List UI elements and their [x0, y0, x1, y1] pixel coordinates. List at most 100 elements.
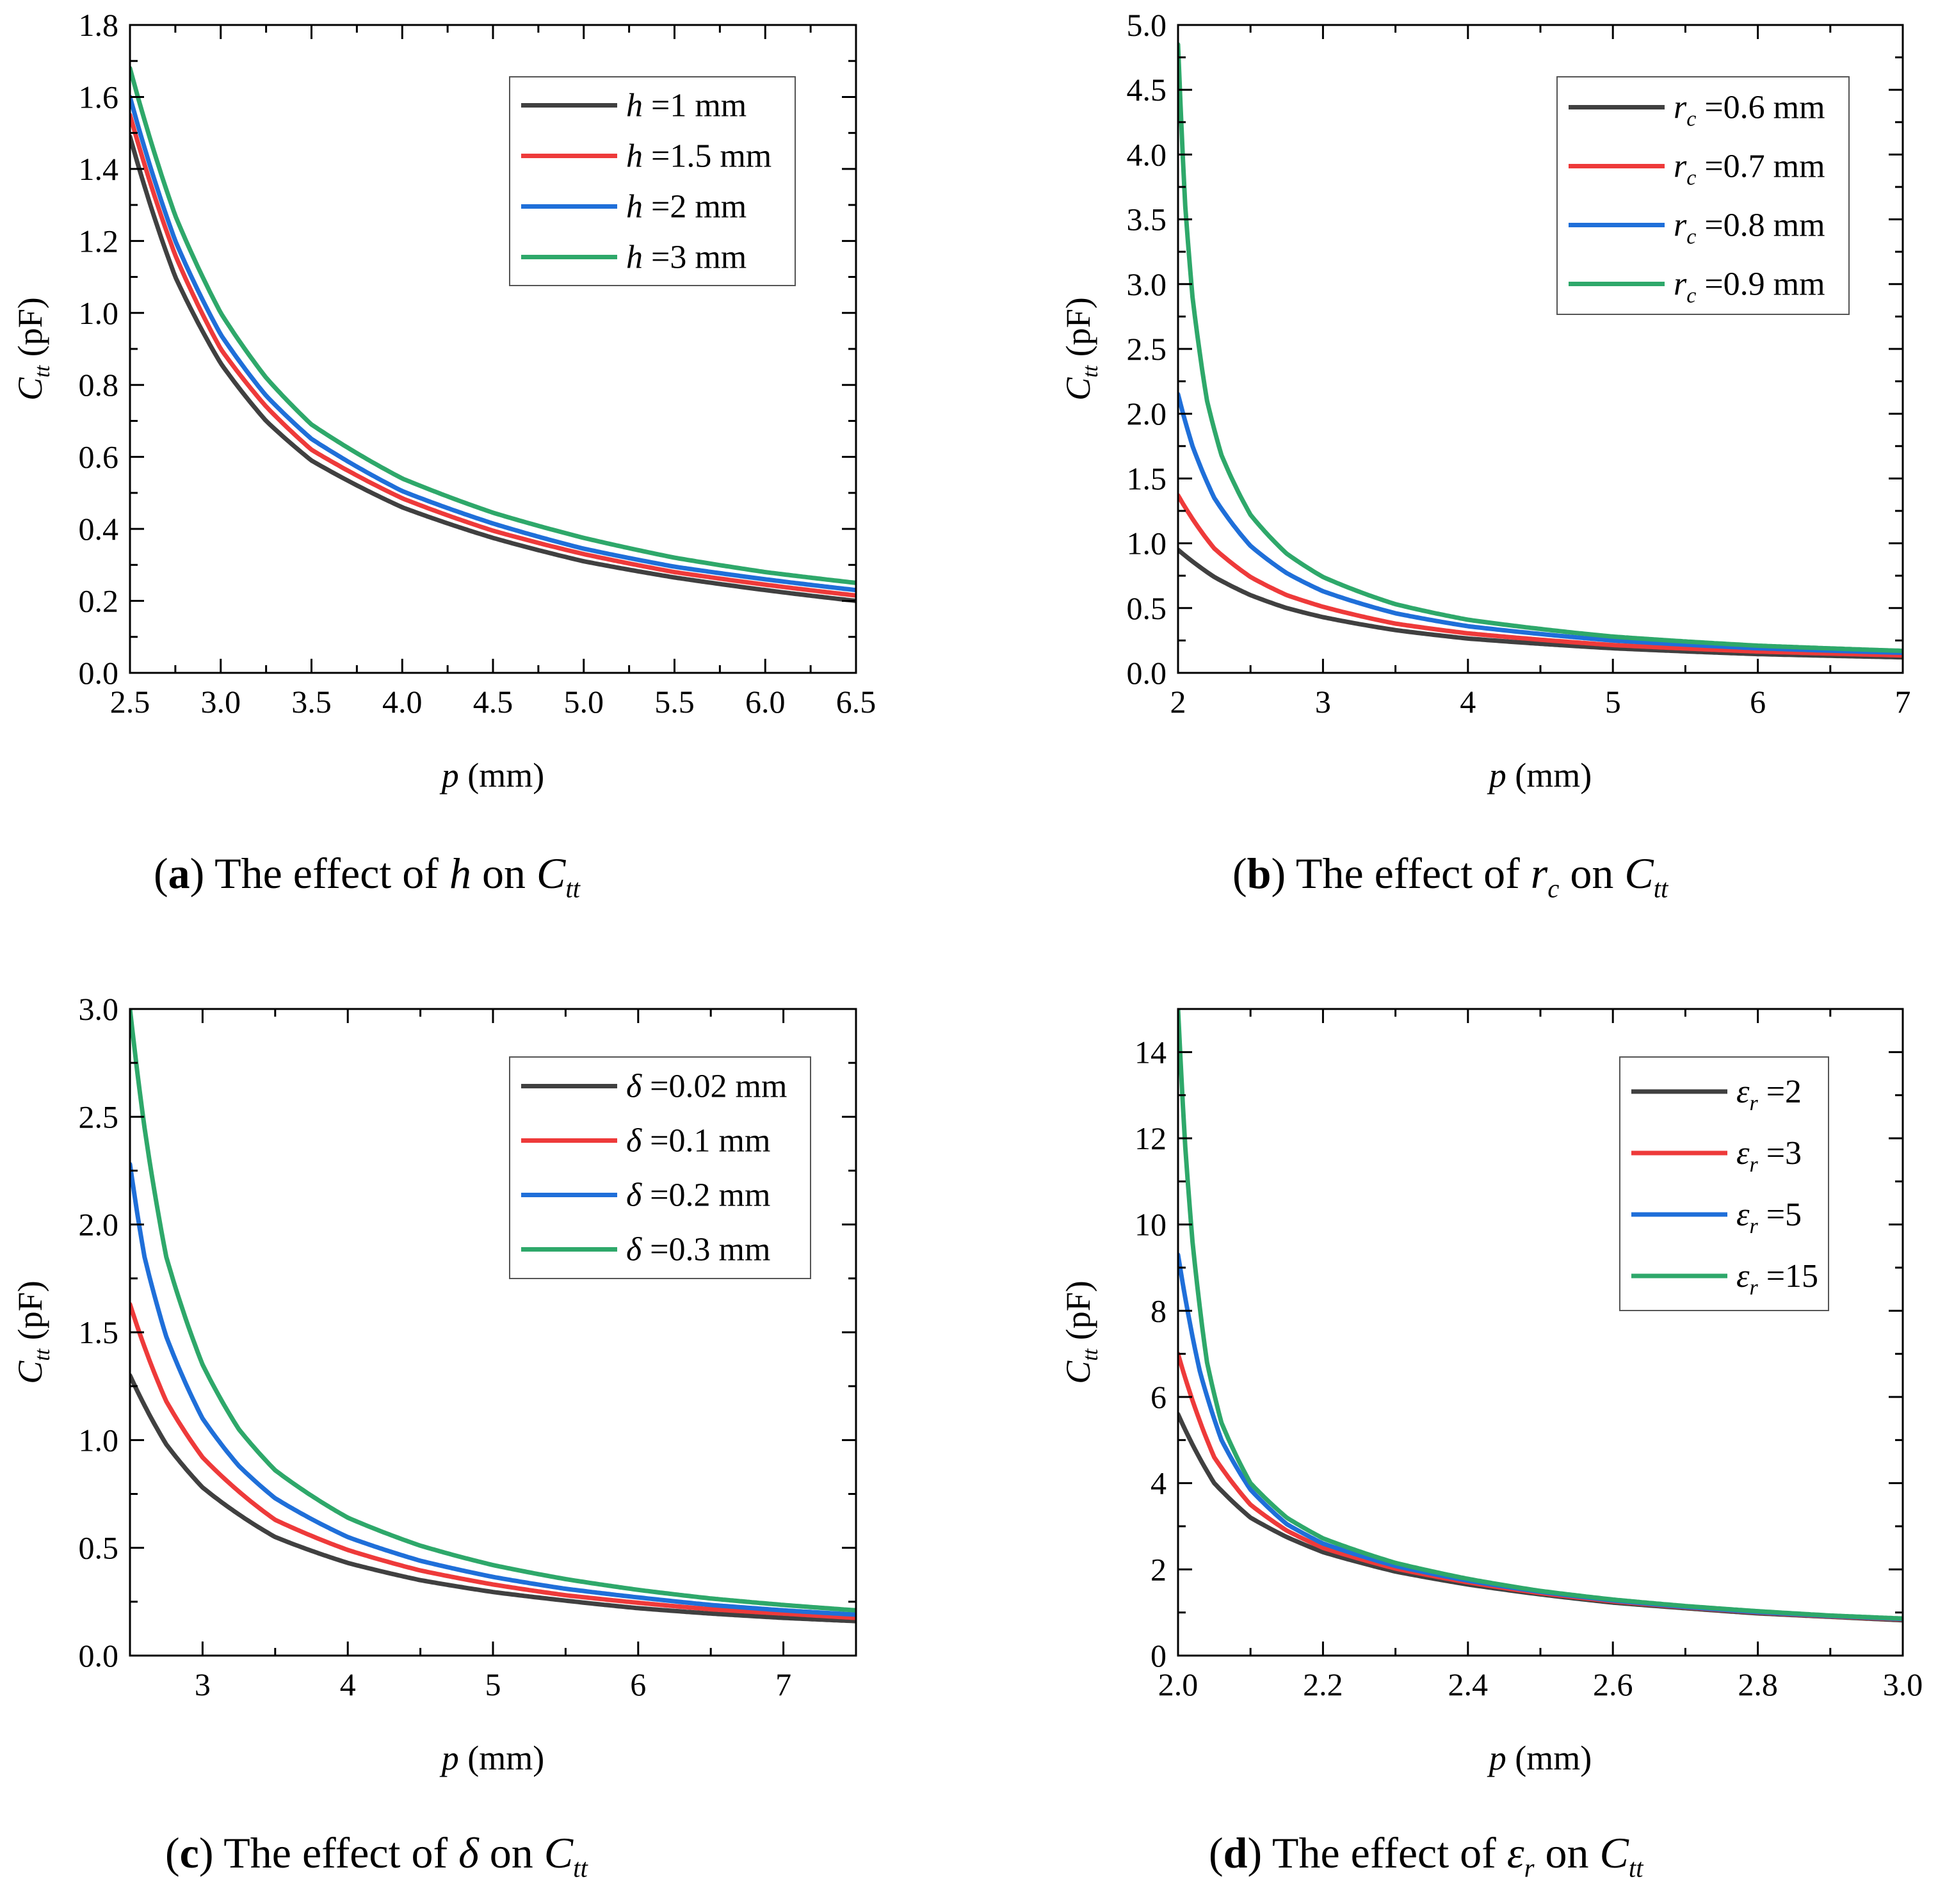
y-tick-label: 0 — [1151, 1638, 1167, 1674]
series-line-red — [1178, 493, 1903, 658]
y-tick-label: 3.0 — [79, 991, 119, 1027]
legend-label: rc =0.7 mm — [1674, 149, 1825, 190]
series-line-red — [130, 113, 856, 598]
x-tick-label: 5.5 — [654, 684, 695, 720]
chart-panel-c: 3 4 5 6 7 0.0 0.5 1.0 1.5 2.0 2.5 3.0 p (mm) Ctt (pF)… — [11, 991, 857, 1777]
x-tick-label: 2 — [1170, 684, 1186, 720]
legend-label: εr =2 — [1736, 1074, 1802, 1115]
y-axis-label: Ctt (pF) — [11, 1280, 54, 1384]
x-axis-label: p (mm) — [1487, 1739, 1592, 1777]
legend-label: εr =15 — [1736, 1258, 1818, 1300]
y-tick-label: 1.2 — [79, 223, 119, 259]
y-tick-label: 4 — [1151, 1465, 1167, 1501]
legend-box — [509, 1056, 811, 1279]
caption-letter: d — [1223, 1828, 1248, 1877]
legend-label: h =2 mm — [626, 189, 747, 225]
series-group — [130, 1009, 856, 1624]
y-tick-label: 0.0 — [79, 655, 119, 691]
legend: h =1 mm h =1.5 mm h =2 mm h =3 mm — [509, 76, 796, 286]
caption-a: (a) The effect of h on Ctt — [154, 849, 580, 903]
x-tick-label: 4.5 — [473, 684, 513, 720]
y-axis-label: Ctt (pF) — [1059, 297, 1102, 400]
series-line-black — [1178, 547, 1903, 660]
y-tick-label: 10 — [1135, 1207, 1167, 1243]
y-tick-label: 1.0 — [1127, 526, 1167, 561]
y-tick-label: 3.0 — [1127, 266, 1167, 302]
legend-label: δ =0.02 mm — [626, 1069, 787, 1105]
x-tick-label: 7 — [775, 1666, 791, 1702]
caption-target: C — [1624, 849, 1654, 898]
legend-box — [1619, 1056, 1829, 1311]
x-tick-label: 2.2 — [1303, 1666, 1343, 1702]
caption-text: The effect of — [1295, 849, 1531, 898]
series-line-blue — [1178, 392, 1903, 656]
y-tick-label: 4.0 — [1127, 136, 1167, 172]
legend-box — [509, 76, 796, 286]
x-axis-label: p (mm) — [439, 1739, 544, 1777]
y-axis-label: Ctt (pF) — [11, 297, 54, 400]
legend-box — [1556, 76, 1850, 315]
y-tick-label: 2 — [1151, 1551, 1167, 1587]
x-tick-label: 3 — [195, 1666, 211, 1702]
series-line-black — [130, 1373, 856, 1624]
chart-panel-b: 2 3 4 5 6 7 0.0 0.5 1.0 1.5 2.0 2.5 3.0 3.5 4.0 4.5 5.0 p… — [1059, 7, 1911, 795]
y-tick-label: 3.5 — [1127, 202, 1167, 238]
caption-b: (b) The effect of rc on Ctt — [1232, 849, 1668, 903]
y-tick-label: 1.8 — [79, 7, 119, 43]
caption-symbol: r — [1530, 849, 1548, 898]
x-tick-label: 6.5 — [836, 684, 876, 720]
caption-symbol-sub: r — [1524, 1853, 1535, 1883]
y-tick-label: 1.0 — [79, 295, 119, 331]
y-axis-label: Ctt (pF) — [1059, 1280, 1102, 1384]
x-tick-label: 2.6 — [1593, 1666, 1633, 1702]
x-tick-label: 6.0 — [745, 684, 786, 720]
y-tick-label: 0.6 — [79, 439, 119, 475]
series-line-green — [130, 1009, 856, 1613]
y-tick-label: 2.5 — [1127, 331, 1167, 367]
legend-label: rc =0.6 mm — [1674, 90, 1825, 131]
x-tick-label: 3 — [1315, 684, 1331, 720]
legend: εr =2 εr =3 εr =5 εr =15 — [1619, 1056, 1829, 1311]
x-tick-label: 2.0 — [1158, 1666, 1199, 1702]
chart-panel-a: 2.5 3.0 3.5 4.0 4.5 5.0 5.5 6.0 6.5 0.0 0.2 0.4 0.6 0… — [11, 7, 876, 795]
y-tick-label: 2.5 — [79, 1099, 119, 1134]
caption-target-sub: tt — [1653, 874, 1668, 903]
x-tick-label: 5.0 — [564, 684, 604, 720]
caption-target-sub: tt — [565, 874, 580, 903]
y-tick-label: 1.5 — [79, 1314, 119, 1350]
y-tick-label: 1.4 — [79, 151, 119, 187]
caption-target: C — [544, 1828, 574, 1877]
series-group — [1178, 42, 1903, 660]
legend-label: εr =5 — [1736, 1197, 1802, 1238]
x-tick-label: 2.4 — [1448, 1666, 1489, 1702]
series-line-blue — [130, 94, 856, 593]
series-line-green — [1178, 42, 1903, 654]
series-line-black — [130, 134, 856, 604]
y-tick-label: 2.0 — [79, 1207, 119, 1243]
y-tick-label: 1.0 — [79, 1422, 119, 1458]
y-tick-label: 6 — [1151, 1379, 1167, 1415]
legend: rc =0.6 mm rc =0.7 mm rc =0.8 mm rc =0.9 mm — [1556, 76, 1850, 315]
caption-letter: c — [179, 1828, 199, 1877]
y-tick-label: 0.5 — [1127, 590, 1167, 626]
caption-text-on: on — [1559, 849, 1625, 898]
caption-symbol: δ — [458, 1828, 479, 1877]
legend-label: rc =0.9 mm — [1674, 266, 1825, 308]
caption-text: The effect of — [223, 1828, 459, 1877]
y-tick-label: 1.5 — [1127, 460, 1167, 496]
caption-text-on: on — [478, 1828, 544, 1877]
caption-symbol: h — [449, 849, 471, 898]
y-tick-label: 0.0 — [79, 1638, 119, 1674]
caption-target-sub: tt — [573, 1853, 588, 1883]
series-group — [1178, 1009, 1903, 1623]
x-axis-label: p (mm) — [1487, 756, 1592, 795]
legend-label: rc =0.8 mm — [1674, 207, 1825, 249]
caption-target-sub: tt — [1628, 1853, 1643, 1883]
legend-label: h =1 mm — [626, 88, 747, 124]
x-tick-label: 5 — [485, 1666, 501, 1702]
legend-label: δ =0.3 mm — [626, 1232, 770, 1268]
x-tick-label: 6 — [630, 1666, 646, 1702]
y-tick-label: 2.0 — [1127, 396, 1167, 432]
x-tick-label: 4.0 — [382, 684, 423, 720]
